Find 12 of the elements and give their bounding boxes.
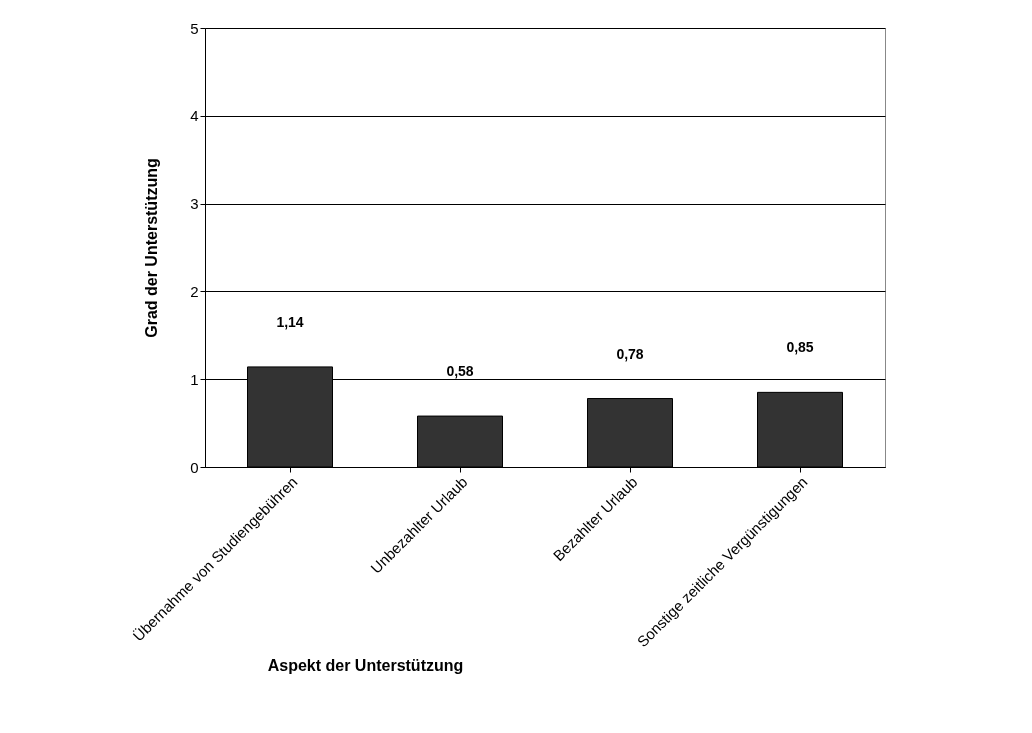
y-tick-label: 2 [190,282,199,300]
data-label: 0,58 [446,363,474,380]
y-tick-label: 5 [190,19,199,37]
data-label: 0,85 [786,339,814,356]
data-label: 0,78 [616,345,644,362]
y-axis-title: Grad der Unterstützung [143,158,161,338]
data-label: 1,14 [276,313,304,330]
y-tick-label: 4 [190,107,199,125]
y-tick-label: 0 [190,458,199,476]
x-axis-title: Aspekt der Unterstützung [267,656,464,674]
y-tick-label: 3 [190,195,199,213]
y-tick-label: 1 [190,370,199,388]
